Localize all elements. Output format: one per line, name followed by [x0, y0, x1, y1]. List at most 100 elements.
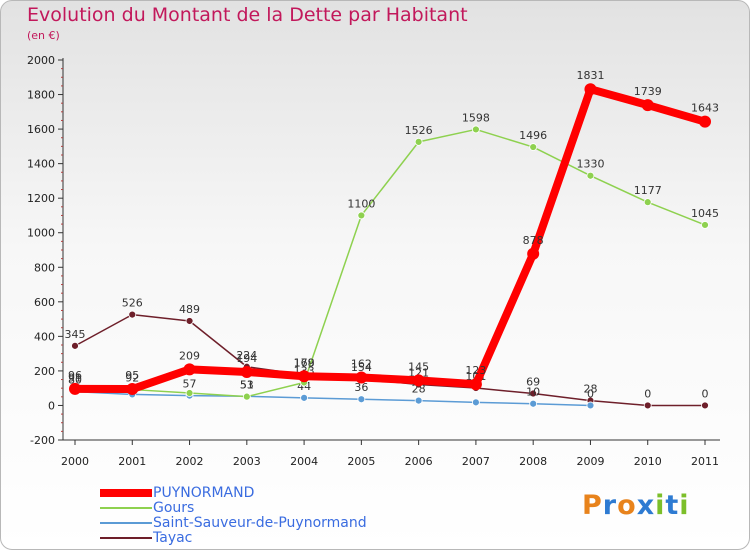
y-tick-label: 800: [34, 261, 55, 274]
data-point-puynormand: [584, 83, 597, 96]
legend-label: Saint-Sauveur-de-Puynormand: [153, 515, 367, 531]
proxiti-logo: Proxiti: [582, 490, 690, 521]
legend-swatch: [100, 537, 152, 539]
data-point-tayac: [643, 401, 652, 410]
legend-item: PUYNORMAND: [100, 485, 420, 501]
data-point-puynormand: [469, 378, 482, 391]
legend-item: Gours: [100, 500, 420, 516]
data-label-saint-sauveur-de-puynormand: 0: [587, 387, 594, 400]
data-point-puynormand: [641, 99, 654, 112]
y-tick-label: 200: [34, 365, 55, 378]
data-label-tayac: 154: [351, 361, 372, 374]
legend-item: Tayac: [100, 530, 420, 546]
data-label-saint-sauveur-de-puynormand: 80: [68, 374, 82, 387]
y-tick-label: 600: [34, 296, 55, 309]
data-point-puynormand: [699, 115, 711, 128]
y-tick-label: 1000: [27, 227, 55, 240]
data-label-puynormand: 145: [408, 360, 429, 373]
x-tick-label: 2008: [519, 455, 547, 468]
data-point-puynormand: [298, 370, 311, 383]
data-label-saint-sauveur-de-puynormand: 53: [240, 378, 254, 391]
data-label-tayac: 224: [236, 349, 257, 362]
series-line-puynormand: [74, 85, 707, 394]
y-tick-label: -200: [30, 434, 55, 447]
chart-subtitle: (en €): [27, 29, 60, 42]
data-point-puynormand: [183, 363, 196, 376]
data-label-saint-sauveur-de-puynormand: 36: [354, 381, 368, 394]
x-tick-label: 2011: [691, 455, 719, 468]
x-tick-label: 2004: [290, 455, 318, 468]
data-label-puynormand: 1739: [634, 85, 662, 98]
data-label-puynormand: 194: [236, 352, 257, 365]
data-point-gours: [529, 143, 538, 151]
logo-letter: t: [665, 490, 680, 521]
data-label-puynormand: 95: [125, 369, 139, 382]
data-label-puynormand: 96: [68, 369, 82, 382]
data-point-saint-sauveur-de-puynormand: [586, 401, 595, 410]
chart-title: Evolution du Montant de la Dette par Hab…: [27, 4, 468, 26]
data-label-gours: 1177: [634, 184, 662, 197]
data-point-saint-sauveur-de-puynormand: [357, 395, 366, 404]
data-label-puynormand: 162: [351, 357, 372, 370]
data-label-gours: 51: [240, 379, 254, 392]
data-label-gours: 91: [68, 372, 82, 385]
data-label-saint-sauveur-de-puynormand: 28: [412, 383, 426, 396]
data-point-gours: [357, 211, 366, 220]
legend-label: Gours: [153, 500, 195, 516]
data-point-tayac: [701, 401, 709, 410]
data-point-tayac: [529, 389, 538, 398]
data-label-puynormand: 1643: [691, 102, 719, 115]
data-label-puynormand: 209: [179, 349, 200, 362]
data-point-saint-sauveur-de-puynormand: [414, 396, 423, 405]
y-tick-label: 1800: [27, 89, 55, 102]
logo-letter: o: [617, 490, 637, 521]
logo-letter: i: [655, 490, 666, 521]
data-label-saint-sauveur-de-puynormand: 10: [526, 386, 540, 399]
data-label-saint-sauveur-de-puynormand: 57: [183, 378, 197, 391]
data-point-gours: [472, 125, 480, 134]
y-tick-label: 1400: [27, 158, 55, 171]
legend-swatch: [100, 507, 152, 509]
data-point-saint-sauveur-de-puynormand: [529, 399, 538, 408]
data-label-gours: 1598: [462, 111, 490, 124]
x-tick-label: 2000: [61, 455, 89, 468]
logo-letter: i: [679, 490, 690, 521]
x-tick-label: 2007: [462, 455, 490, 468]
data-point-tayac: [185, 317, 194, 325]
data-label-gours: 1496: [519, 129, 547, 142]
data-point-puynormand: [355, 371, 368, 384]
x-tick-label: 2001: [118, 455, 146, 468]
legend-item: Saint-Sauveur-de-Puynormand: [100, 515, 420, 531]
x-tick-label: 2005: [347, 455, 375, 468]
y-tick-label: 2000: [27, 54, 55, 67]
data-label-gours: 1526: [405, 124, 433, 137]
y-tick-label: 1200: [27, 192, 55, 205]
series-line-gours: [74, 128, 706, 398]
x-tick-label: 2003: [233, 455, 261, 468]
data-point-saint-sauveur-de-puynormand: [300, 393, 308, 402]
data-label-tayac: 489: [179, 303, 200, 316]
legend-swatch: [100, 489, 152, 497]
data-label-tayac: 28: [583, 383, 597, 396]
data-label-puynormand: 1831: [576, 69, 604, 82]
data-label-tayac: 345: [65, 328, 86, 341]
logo-letter: P: [582, 490, 603, 521]
legend-swatch: [100, 522, 152, 524]
data-label-puynormand: 123: [465, 364, 486, 377]
data-point-gours: [643, 198, 652, 207]
data-point-saint-sauveur-de-puynormand: [472, 398, 480, 407]
chart-legend: PUYNORMAND Gours Saint-Sauveur-de-Puynorma…: [100, 485, 420, 546]
data-label-gours: 1330: [576, 158, 604, 171]
data-point-puynormand: [527, 247, 540, 260]
x-tick-label: 2006: [405, 455, 433, 468]
x-tick-label: 2002: [176, 455, 204, 468]
data-point-gours: [414, 137, 423, 146]
data-label-tayac: 69: [526, 376, 540, 389]
data-label-gours: 92: [125, 372, 139, 385]
legend-label: PUYNORMAND: [153, 485, 255, 501]
data-point-puynormand: [69, 382, 81, 395]
x-tick-label: 2009: [576, 455, 604, 468]
y-tick-label: 0: [48, 399, 55, 412]
